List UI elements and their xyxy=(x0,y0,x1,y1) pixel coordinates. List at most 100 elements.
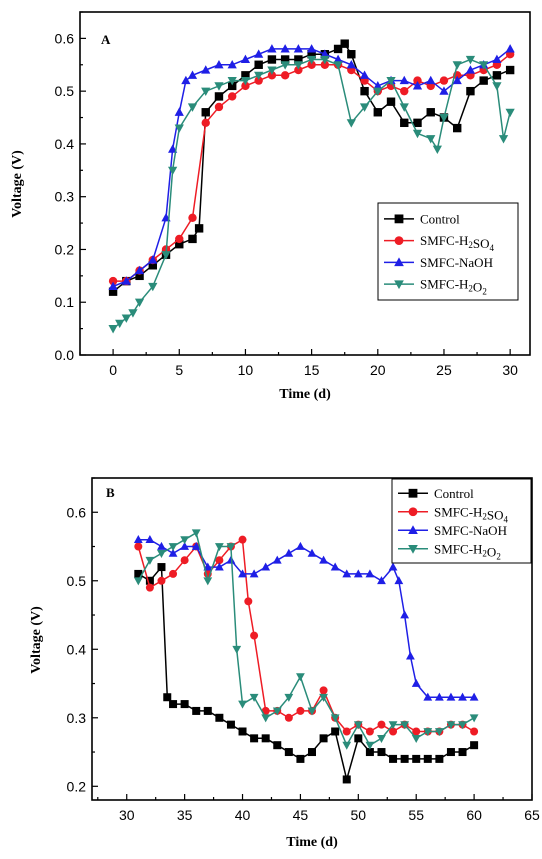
data-point-naoh xyxy=(446,692,456,701)
panel-a-xlabel: Time (d) xyxy=(279,387,331,402)
data-point-h2o2 xyxy=(432,145,442,155)
data-point-naoh xyxy=(267,44,277,53)
legend-label: Control xyxy=(420,211,460,226)
data-point-control xyxy=(354,734,363,743)
legend-marker-h2so4 xyxy=(394,236,404,246)
data-point-naoh xyxy=(330,562,340,571)
data-point-h2o2 xyxy=(148,282,158,292)
data-point-control xyxy=(228,81,237,91)
x-tick-label: 40 xyxy=(235,807,251,823)
data-point-h2so4 xyxy=(201,118,210,128)
legend-marker-control xyxy=(394,214,404,224)
data-point-h2o2 xyxy=(333,61,343,70)
data-point-h2o2 xyxy=(446,721,456,730)
data-point-control xyxy=(446,748,455,757)
data-point-control xyxy=(188,234,197,244)
legend-marker-h2o2 xyxy=(408,545,418,554)
data-point-h2o2 xyxy=(227,77,237,86)
data-point-naoh xyxy=(181,75,191,85)
data-point-control xyxy=(238,727,247,736)
data-point-h2o2 xyxy=(465,55,476,65)
data-point-control xyxy=(267,55,277,64)
data-point-h2o2 xyxy=(261,714,271,723)
data-point-naoh xyxy=(399,75,409,85)
data-point-control xyxy=(148,261,157,270)
series-line-naoh xyxy=(138,538,475,698)
data-point-h2so4 xyxy=(228,92,237,101)
data-point-h2so4 xyxy=(470,727,479,736)
data-point-h2so4 xyxy=(175,234,184,244)
data-point-control xyxy=(492,71,502,80)
data-point-control xyxy=(435,754,444,763)
data-point-naoh xyxy=(121,276,131,285)
y-tick-label: 0.4 xyxy=(67,641,87,657)
data-point-control xyxy=(273,741,282,750)
data-point-naoh xyxy=(320,49,330,58)
data-point-h2so4 xyxy=(294,65,303,75)
data-point-control xyxy=(308,748,316,757)
data-point-naoh xyxy=(423,692,433,701)
data-point-h2o2 xyxy=(280,61,290,70)
data-point-h2so4 xyxy=(284,713,293,722)
panel-b-frame xyxy=(91,477,533,801)
data-point-naoh xyxy=(180,541,190,550)
data-point-h2o2 xyxy=(293,61,304,70)
data-point-h2o2 xyxy=(121,314,131,323)
data-point-naoh xyxy=(145,535,155,544)
data-point-naoh xyxy=(296,541,305,550)
data-point-h2o2 xyxy=(240,77,251,86)
data-point-h2o2 xyxy=(187,103,198,112)
data-point-h2o2 xyxy=(342,741,352,750)
data-point-h2o2 xyxy=(296,673,305,682)
y-tick-label: 0.6 xyxy=(55,30,75,46)
data-point-control xyxy=(342,775,351,784)
legend-label: SMFC-H2O2 xyxy=(434,541,501,561)
data-point-control xyxy=(135,271,144,281)
data-point-naoh xyxy=(342,569,352,578)
data-point-h2o2 xyxy=(115,319,125,329)
data-point-control xyxy=(241,71,250,80)
data-point-h2o2 xyxy=(214,82,224,91)
data-point-naoh xyxy=(373,81,383,90)
data-point-naoh xyxy=(377,576,386,585)
data-point-control xyxy=(215,713,224,722)
data-point-naoh xyxy=(306,44,317,53)
data-point-h2o2 xyxy=(191,529,201,538)
data-point-h2o2 xyxy=(388,721,398,730)
y-tick-label: 0.3 xyxy=(55,189,75,205)
panel-a-tag: A xyxy=(101,32,111,47)
data-point-naoh xyxy=(174,107,184,116)
data-point-control xyxy=(180,700,189,709)
series-control xyxy=(134,563,479,784)
data-point-h2o2 xyxy=(201,87,211,96)
x-tick-label: 55 xyxy=(408,807,424,823)
data-point-naoh xyxy=(394,576,404,585)
legend-entry-h2o2: SMFC-H2O2 xyxy=(384,277,487,297)
x-tick-label: 0 xyxy=(109,362,117,378)
data-point-h2o2 xyxy=(134,298,145,308)
data-point-h2o2 xyxy=(203,577,213,586)
data-point-h2so4 xyxy=(157,576,166,585)
data-point-naoh xyxy=(168,144,178,153)
x-tick-label: 20 xyxy=(370,362,386,378)
data-point-naoh xyxy=(412,81,423,90)
data-point-h2so4 xyxy=(307,60,316,69)
data-point-control xyxy=(377,748,386,757)
data-point-h2o2 xyxy=(377,734,386,743)
series-h2o2 xyxy=(108,55,515,334)
data-point-naoh xyxy=(458,692,467,701)
data-point-naoh xyxy=(346,59,356,69)
data-point-h2o2 xyxy=(284,693,294,702)
data-point-h2so4 xyxy=(238,535,247,544)
data-point-h2o2 xyxy=(386,77,396,86)
data-point-control xyxy=(157,563,166,572)
data-point-naoh xyxy=(319,555,328,564)
data-point-h2so4 xyxy=(439,76,449,85)
data-point-control xyxy=(169,700,178,709)
data-point-control xyxy=(175,239,184,249)
y-tick-label: 0.5 xyxy=(55,83,75,99)
legend-entry-naoh: SMFC-NaOH xyxy=(384,255,493,270)
data-point-control xyxy=(214,92,224,101)
data-point-h2o2 xyxy=(214,543,224,552)
legend-entry-control: Control xyxy=(384,211,460,226)
